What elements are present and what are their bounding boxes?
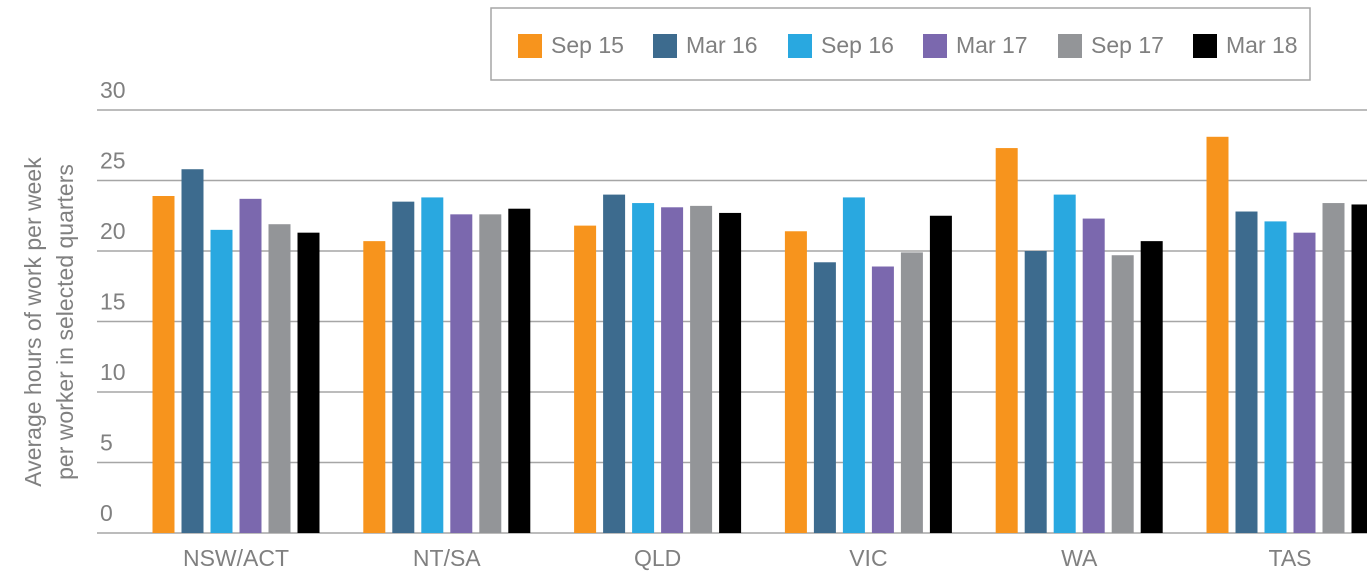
- y-tick-label: 15: [100, 289, 126, 315]
- legend-swatch: [1193, 34, 1217, 58]
- x-tick-label: WA: [1061, 545, 1098, 571]
- y-tick-label: 25: [100, 148, 126, 174]
- y-tick-label: 10: [100, 359, 126, 385]
- bar: [297, 232, 320, 534]
- bar: [1293, 232, 1316, 534]
- bar: [181, 169, 204, 533]
- x-tick-label: VIC: [849, 545, 887, 571]
- bar: [239, 198, 262, 533]
- y-tick-label: 0: [100, 500, 113, 526]
- bar: [1082, 218, 1105, 533]
- bar: [871, 266, 894, 533]
- legend-label: Sep 15: [551, 32, 624, 58]
- legend-swatch: [518, 34, 542, 58]
- y-axis-title-line: Average hours of work per week: [20, 157, 46, 487]
- y-tick-label: 30: [100, 77, 126, 103]
- bar: [363, 241, 386, 533]
- x-tick-label: NT/SA: [413, 545, 481, 571]
- bar: [632, 203, 655, 533]
- bar: [1024, 251, 1047, 533]
- bar: [784, 231, 807, 533]
- legend-label: Mar 18: [1226, 32, 1298, 58]
- bar: [1351, 204, 1367, 533]
- bar: [995, 148, 1018, 533]
- legend-label: Sep 17: [1091, 32, 1164, 58]
- bar: [268, 224, 291, 533]
- bar: [574, 225, 597, 533]
- bar: [392, 201, 415, 533]
- bar: [1206, 136, 1229, 534]
- bar: [690, 205, 713, 533]
- x-tick-label: QLD: [634, 545, 681, 571]
- y-axis-title-line: per worker in selected quarters: [52, 164, 78, 480]
- legend-label: Sep 16: [821, 32, 894, 58]
- bar: [1322, 203, 1345, 533]
- bar: [603, 194, 626, 533]
- bar: [1111, 255, 1134, 534]
- legend-box: [490, 7, 1311, 81]
- y-tick-label: 5: [100, 430, 113, 456]
- bar: [210, 229, 233, 533]
- legend-swatch: [788, 34, 812, 58]
- bar: [842, 197, 865, 534]
- bar: [1264, 221, 1287, 533]
- x-tick-label: NSW/ACT: [183, 545, 289, 571]
- bar: [719, 212, 742, 533]
- bar: [813, 262, 836, 533]
- bar: [479, 214, 502, 533]
- bar: [661, 207, 684, 534]
- legend-swatch: [653, 34, 677, 58]
- bar: [900, 252, 923, 533]
- bar: [450, 214, 473, 533]
- bar: [1053, 194, 1076, 533]
- legend-label: Mar 16: [686, 32, 758, 58]
- bar: [1235, 211, 1258, 533]
- legend-swatch: [923, 34, 947, 58]
- bar: [152, 196, 175, 533]
- bar: [421, 197, 444, 534]
- legend-label: Mar 17: [956, 32, 1028, 58]
- bar: [929, 215, 952, 533]
- legend-swatch: [1058, 34, 1082, 58]
- bar: [1140, 241, 1163, 533]
- y-axis-title: Average hours of work per week per worke…: [20, 157, 78, 487]
- bar: [508, 208, 531, 533]
- y-tick-label: 20: [100, 218, 126, 244]
- x-tick-label: TAS: [1268, 545, 1311, 571]
